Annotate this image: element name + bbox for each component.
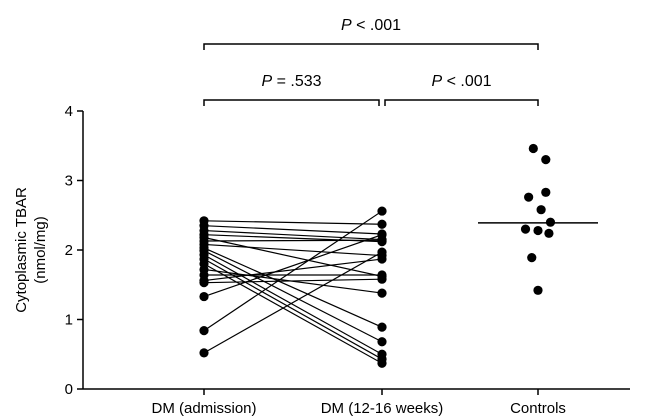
point-admission xyxy=(199,291,209,302)
point-12-16-weeks xyxy=(377,337,387,347)
point-12-16-weeks xyxy=(377,230,387,240)
point-12-16-weeks xyxy=(377,288,387,298)
paired-line xyxy=(203,243,383,257)
p-symbol: P xyxy=(431,73,442,90)
point-controls xyxy=(533,225,543,236)
x-category-label: Controls xyxy=(510,400,566,417)
point-12-16-weeks xyxy=(377,358,387,368)
p-value: = .533 xyxy=(272,73,321,90)
significance-bracket xyxy=(203,99,380,106)
paired-line xyxy=(203,236,383,277)
paired-line xyxy=(203,229,383,241)
point-controls xyxy=(541,155,551,165)
y-axis-label-line1: Cytoplasmic TBAR xyxy=(13,187,30,313)
axes: 0 1 2 3 4 DM (admission) DM (12-16 weeks) Contr… xyxy=(65,103,630,417)
p-symbol: P xyxy=(261,73,272,90)
point-controls xyxy=(541,187,551,197)
significance-bracket xyxy=(384,99,539,106)
point-admission xyxy=(199,278,209,288)
paired-line xyxy=(203,239,383,242)
point-12-16-weeks xyxy=(377,219,387,229)
point-controls xyxy=(528,143,538,154)
x-category-label: DM (12-16 weeks) xyxy=(321,400,444,417)
point-12-16-weeks xyxy=(377,322,387,332)
point-controls xyxy=(544,228,554,238)
significance-label: P = .533 xyxy=(261,73,321,90)
point-controls xyxy=(536,205,546,215)
paired-line xyxy=(203,251,383,354)
paired-line xyxy=(203,247,383,328)
y-tick-label: 2 xyxy=(65,242,73,259)
p-symbol: P xyxy=(341,17,352,34)
significance-label: P < .001 xyxy=(431,73,491,90)
y-axis-label: Cytoplasmic TBAR (nmol/mg) xyxy=(13,187,49,313)
x-category-label: DM (admission) xyxy=(151,400,256,417)
point-admission xyxy=(199,326,209,336)
point-controls xyxy=(527,253,537,263)
y-axis-label-line2: (nmol/mg) xyxy=(32,216,49,284)
paired-line xyxy=(203,258,383,282)
paired-line xyxy=(203,278,383,284)
paired-line xyxy=(203,210,383,332)
p-value: < .001 xyxy=(442,73,491,90)
paired-line xyxy=(203,225,383,235)
point-12-16-weeks xyxy=(377,254,387,264)
point-controls xyxy=(533,285,543,295)
point-admission xyxy=(199,348,209,358)
paired-lines xyxy=(203,210,383,364)
point-12-16-weeks xyxy=(377,247,387,257)
point-controls xyxy=(545,217,556,227)
p-value: < .001 xyxy=(352,17,401,34)
y-tick-label: 1 xyxy=(65,312,73,329)
data-points xyxy=(199,143,598,368)
point-controls xyxy=(524,192,534,202)
y-tick-label: 0 xyxy=(65,381,73,398)
significance-label: P < .001 xyxy=(341,17,401,34)
paired-line xyxy=(203,254,383,355)
paired-line xyxy=(203,258,383,360)
paired-line xyxy=(203,220,383,225)
significance-bracket xyxy=(203,43,539,50)
y-tick-label: 3 xyxy=(65,173,73,190)
paired-line xyxy=(203,250,383,343)
paired-line xyxy=(203,263,383,364)
y-tick-label: 4 xyxy=(65,103,73,120)
point-controls xyxy=(520,224,531,234)
paired-line xyxy=(203,234,383,298)
point-12-16-weeks xyxy=(377,206,387,216)
point-12-16-weeks xyxy=(377,274,387,284)
